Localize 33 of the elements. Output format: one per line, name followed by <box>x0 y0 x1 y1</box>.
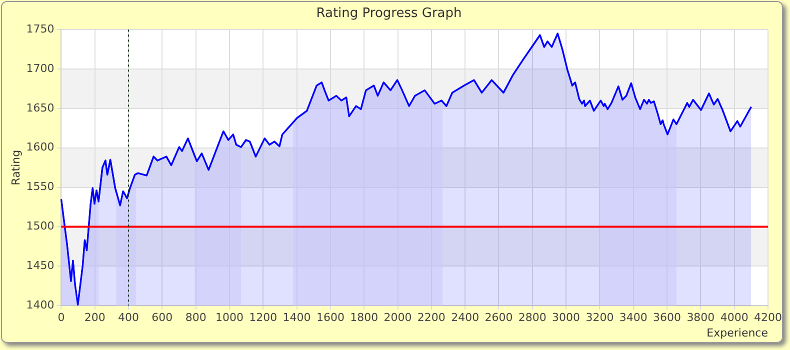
x-tick-label: 2200 <box>417 311 446 324</box>
y-tick-label: 1750 <box>26 22 54 36</box>
y-tick-label: 1400 <box>26 298 54 312</box>
x-tick-label: 3000 <box>552 311 580 324</box>
x-tick-label: 4000 <box>720 311 748 324</box>
y-axis-title: Rating <box>9 150 22 186</box>
x-tick-label: 800 <box>185 311 206 324</box>
x-tick-label: 4200 <box>754 311 782 324</box>
x-tick-label: 0 <box>58 311 65 324</box>
y-tick-label: 1500 <box>26 220 54 233</box>
x-tick-label: 2800 <box>518 311 546 324</box>
x-tick-label: 3400 <box>619 311 648 324</box>
x-tick-label: 1800 <box>350 311 378 324</box>
x-tick-label: 3800 <box>686 311 715 324</box>
y-tick-label: 1450 <box>26 259 54 272</box>
x-tick-label: 1200 <box>249 311 278 324</box>
x-tick-label: 1400 <box>282 311 311 324</box>
y-tick-label: 1600 <box>26 140 54 154</box>
x-tick-label: 600 <box>152 311 173 324</box>
x-tick-label: 2400 <box>451 311 480 324</box>
x-tick-label: 2000 <box>384 311 412 324</box>
x-tick-label: 1000 <box>215 311 244 324</box>
x-tick-label: 2600 <box>484 311 513 324</box>
y-tick-label: 1700 <box>26 62 54 75</box>
x-tick-label: 3600 <box>653 311 682 324</box>
x-tick-label: 1600 <box>316 311 344 324</box>
chart-title: Rating Progress Graph <box>316 6 462 22</box>
y-tick-label: 1650 <box>26 101 54 114</box>
x-axis-title: Experience <box>706 326 768 340</box>
x-tick-label: 400 <box>118 311 140 324</box>
y-tick-label: 1550 <box>26 180 54 194</box>
x-tick-label: 200 <box>84 311 106 324</box>
x-tick-label: 3200 <box>586 311 614 324</box>
